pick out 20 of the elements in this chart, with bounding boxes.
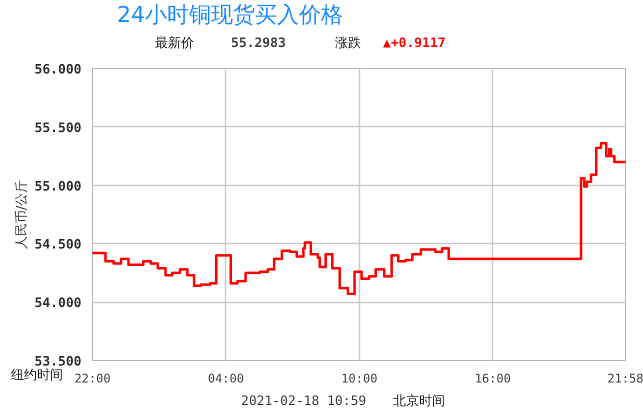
y-tick-label: 55.500	[34, 120, 82, 136]
y-tick-label: 56.000	[34, 62, 82, 78]
text: ▲+0.9117	[383, 35, 446, 53]
x-tick-label: 10:00	[341, 372, 378, 386]
x-tick-label: 21:58	[607, 372, 643, 386]
text: 55.2983	[231, 35, 286, 53]
text: 2021-02-18 10:59	[241, 393, 366, 411]
chart-title: 24小时铜现货买入价格	[116, 2, 344, 30]
y-tick-label: 55.000	[34, 179, 82, 194]
y-tick-label: 54.500	[34, 238, 82, 253]
x-tick-label: 22:00	[74, 372, 111, 386]
x-tick-label: 16:00	[474, 372, 511, 386]
y-tick-label: 54.000	[34, 296, 82, 312]
text: 涨跌	[335, 35, 361, 53]
y-tick-label: 53.500	[34, 354, 82, 370]
text: 北京时间	[393, 393, 445, 411]
x-tick-label: 04:00	[208, 372, 244, 386]
text: 纽约时间	[11, 367, 63, 385]
y-axis-title: 人民币/公斤	[14, 180, 30, 250]
text: 最新价	[155, 35, 194, 53]
